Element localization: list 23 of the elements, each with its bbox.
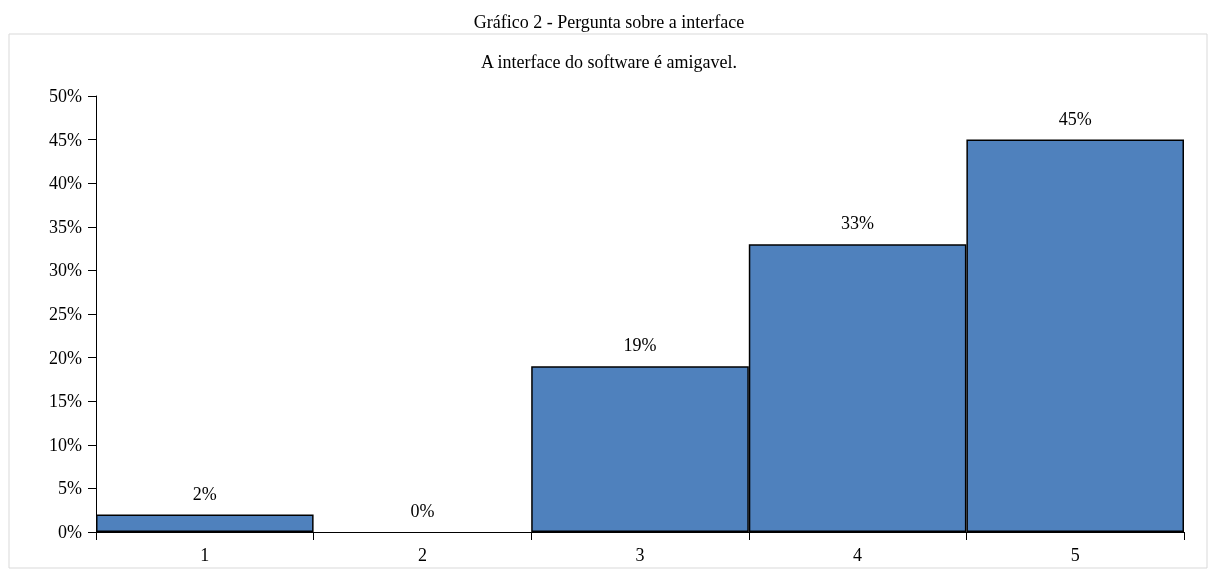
- y-tick-label: 20%: [49, 347, 82, 368]
- x-tick-label: 2: [417, 545, 427, 565]
- y-tick-label: 35%: [49, 216, 82, 237]
- y-tick-label: 15%: [49, 391, 82, 412]
- data-label: 33%: [841, 213, 875, 234]
- x-tick-label: 4: [853, 545, 863, 565]
- y-tick-label: 25%: [49, 304, 82, 324]
- x-tick-label: 5: [1070, 545, 1080, 565]
- y-tick-label: 30%: [49, 260, 82, 281]
- chart-subtitle: A interface do software é amigavel.: [481, 52, 737, 72]
- y-tick-label: 5%: [58, 478, 82, 499]
- data-label: 19%: [623, 335, 657, 356]
- x-tick-label: 3: [635, 545, 645, 565]
- data-label: 0%: [410, 501, 435, 521]
- y-tick-label: 0%: [58, 522, 82, 542]
- data-label: 45%: [1058, 108, 1092, 129]
- chart-title: Gráfico 2 - Pergunta sobre a interface: [473, 12, 745, 32]
- data-label: 2%: [192, 483, 217, 504]
- y-tick-label: 40%: [49, 173, 82, 194]
- x-tick-label: 1: [200, 545, 210, 565]
- y-tick-label: 45%: [49, 129, 82, 150]
- y-tick-label: 10%: [49, 434, 82, 455]
- y-tick-label: 50%: [49, 86, 82, 106]
